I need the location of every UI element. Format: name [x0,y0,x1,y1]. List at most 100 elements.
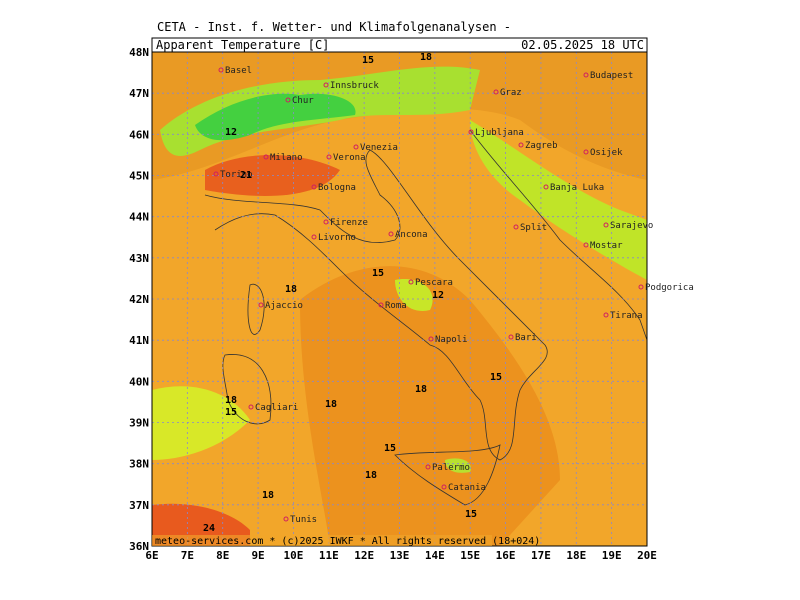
contour-label: 15 [372,268,384,279]
lon-label: 20E [637,549,657,562]
city-label: Tunis [290,515,317,525]
contour-label: 24 [203,523,215,534]
lat-label: 42N [129,293,149,306]
city-label: Pescara [415,278,453,288]
city-label: Innsbruck [330,81,379,91]
city-dot [378,302,384,308]
city-dot [285,97,291,103]
lat-label: 46N [129,128,149,141]
lon-label: 10E [283,549,303,562]
city-label: Banja Luka [550,183,604,193]
city-dot [311,234,317,240]
city-label: Osijek [590,148,623,158]
city-label: Mostar [590,241,623,251]
contour-label: 18 [420,52,432,63]
contour-label: 18 [415,384,427,395]
city-label: Podgorica [645,283,694,293]
lon-label: 13E [390,549,410,562]
contour-label: 15 [225,407,237,418]
lat-label: 43N [129,252,149,265]
city-label: Catania [448,483,486,493]
city-dot [258,302,264,308]
city-dot [583,72,589,78]
graticule [152,52,647,546]
lat-label: 36N [129,540,149,553]
city-dot [326,154,332,160]
contour-label: 18 [365,470,377,481]
contour-label: 18 [285,284,297,295]
lon-label: 18E [566,549,586,562]
city-label: Ancona [395,230,428,240]
city-label: Zagreb [525,141,558,151]
lat-label: 38N [129,458,149,471]
city-dot [353,144,359,150]
contour-label: 12 [432,290,444,301]
lon-label: 8E [216,549,229,562]
city-label: Palermo [432,463,470,473]
city-dot [213,171,219,177]
city-dot [311,184,317,190]
city-label: Bologna [318,183,356,193]
city-dot [248,404,254,410]
lon-label: 17E [531,549,551,562]
city-dot [513,224,519,230]
city-label: Chur [292,96,314,106]
city-dot [638,284,644,290]
city-label: Sarajevo [610,221,653,231]
lat-label: 37N [129,499,149,512]
footer: meteo-services.com * (c)2025 IWKF * All … [155,536,540,547]
contour-label: 12 [225,127,237,138]
city-label: Milano [270,153,303,163]
lon-label: 14E [425,549,445,562]
city-dot [428,336,434,342]
city-dot [583,149,589,155]
city-dot [603,312,609,318]
contour-label: 15 [465,509,477,520]
city-label: Livorno [318,233,356,243]
city-label: Torino [220,170,253,180]
lon-label: 9E [251,549,264,562]
city-dot [323,82,329,88]
city-dot [441,484,447,490]
city-dot [218,67,224,73]
lat-label: 39N [129,417,149,430]
lat-label: 44N [129,211,149,224]
lon-label: 16E [496,549,516,562]
footer-bg [152,535,492,546]
city-dot [493,89,499,95]
city-dot [263,154,269,160]
lon-label: 12E [354,549,374,562]
city-label: Roma [385,301,407,311]
city-label: Verona [333,153,366,163]
contour-label: 15 [384,443,396,454]
lon-label: 6E [145,549,158,562]
contour-label: 21 [240,170,252,181]
contour-label: 18 [325,399,337,410]
city-label: Ajaccio [265,301,303,311]
city-dot [603,222,609,228]
city-label: Napoli [435,335,468,345]
contour-label: 15 [490,372,502,383]
city-dot [508,334,514,340]
city-label: Venezia [360,143,398,153]
city-label: Bari [515,333,537,343]
coastlines [204,129,648,506]
city-dot [425,464,431,470]
city-label: Ljubljana [475,128,524,138]
lat-label: 41N [129,334,149,347]
city-dot [408,279,414,285]
date: 02.05.2025 18 UTC [521,38,644,52]
city-dot [468,129,474,135]
city-dot [543,184,549,190]
header: CETA - Inst. f. Wetter- und Klimafolgena… [157,20,511,34]
lat-label: 47N [129,87,149,100]
title: Apparent_Temperature [C] [156,38,329,52]
lon-label: 15E [460,549,480,562]
lat-label: 48N [129,46,149,59]
city-dot [283,516,289,522]
city-dot [583,242,589,248]
city-label: Budapest [590,71,633,81]
lat-label: 40N [129,375,149,388]
city-dot [323,219,329,225]
